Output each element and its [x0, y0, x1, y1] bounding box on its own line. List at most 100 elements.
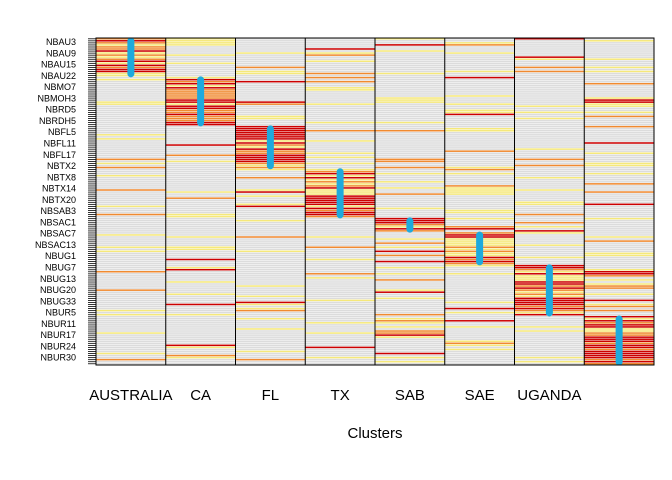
- row-label: NBRDH5: [39, 116, 76, 126]
- heatmap-cell: [235, 279, 306, 281]
- heatmap-cell: [165, 311, 236, 314]
- heatmap-cell: [514, 156, 585, 159]
- heatmap-cell: [375, 40, 445, 42]
- heatmap-cell: [514, 89, 585, 91]
- heatmap-cell: [165, 277, 236, 279]
- heatmap-cell: [165, 125, 236, 128]
- heatmap-cell: [96, 183, 166, 185]
- heatmap-cell: [96, 78, 166, 81]
- heatmap-cell: [514, 258, 585, 261]
- heatmap-cell: [165, 44, 236, 46]
- heatmap-cell: [444, 219, 515, 222]
- heatmap-cell: [375, 48, 445, 50]
- heatmap-cell: [514, 348, 585, 351]
- heatmap-cell: [444, 313, 515, 316]
- heatmap-cell: [235, 44, 306, 46]
- heatmap-cell: [444, 201, 515, 204]
- heatmap-cell: [165, 283, 236, 285]
- heatmap-cell: [375, 356, 445, 359]
- heatmap-cell: [444, 332, 515, 334]
- heatmap-cell: [305, 95, 375, 97]
- heatmap-cell: [165, 256, 236, 259]
- heatmap-cell: [584, 187, 654, 189]
- heatmap-cell: [305, 275, 375, 277]
- heatmap-cell: [584, 172, 654, 175]
- heatmap-cell: [584, 160, 654, 163]
- heatmap-cell: [584, 199, 654, 201]
- heatmap-cell: [305, 362, 375, 365]
- heatmap-cell: [305, 334, 375, 336]
- heatmap-cell: [514, 115, 585, 118]
- heatmap-cell: [235, 56, 306, 58]
- heatmap-cell: [375, 303, 445, 306]
- heatmap-cell: [235, 107, 306, 110]
- heatmap-cell: [96, 291, 166, 293]
- heatmap-cell: [165, 330, 236, 332]
- heatmap-cell: [375, 297, 445, 300]
- heatmap-cell: [375, 66, 445, 69]
- heatmap-cell: [235, 350, 306, 353]
- heatmap-cell: [514, 336, 585, 338]
- heatmap-cell: [305, 236, 375, 238]
- heatmap-cell: [444, 334, 515, 336]
- row-label: NBTX8: [47, 172, 76, 182]
- heatmap-cell: [305, 38, 375, 40]
- heatmap-cell: [235, 103, 306, 105]
- heatmap-cell: [165, 354, 236, 357]
- heatmap-cell: [375, 132, 445, 134]
- heatmap-cell: [305, 354, 375, 357]
- heatmap-cell: [96, 142, 166, 144]
- heatmap-cell: [584, 295, 654, 298]
- heatmap-cell: [305, 99, 375, 101]
- heatmap-cell: [514, 211, 585, 214]
- heatmap-cell: [584, 209, 654, 212]
- heatmap-cell: [375, 244, 445, 246]
- heatmap-cell: [165, 197, 236, 199]
- plot-frame: [95, 37, 655, 366]
- heatmap-cell: [584, 309, 654, 312]
- heatmap-cell: [584, 268, 654, 271]
- heatmap-cell: [444, 132, 515, 134]
- heatmap-cell: [375, 52, 445, 54]
- heatmap-cell: [584, 62, 654, 65]
- heatmap-cell: [96, 360, 166, 363]
- heatmap-cell: [165, 358, 236, 361]
- heatmap-cell: [375, 97, 445, 99]
- heatmap-cell: [165, 268, 236, 271]
- heatmap-cell: [514, 174, 585, 177]
- heatmap-cell: [96, 334, 166, 336]
- heatmap-cell: [96, 107, 166, 110]
- heatmap-cell: [305, 324, 375, 326]
- heatmap-cell: [165, 211, 236, 214]
- heatmap-cell: [235, 322, 306, 324]
- heatmap-cell: [165, 246, 236, 248]
- heatmap-cell: [305, 313, 375, 316]
- heatmap-cell: [96, 215, 166, 218]
- heatmap-cell: [235, 78, 306, 81]
- heatmap-cell: [305, 289, 375, 291]
- heatmap-cell: [96, 187, 166, 189]
- heatmap-cell: [514, 134, 585, 136]
- heatmap-cell: [305, 360, 375, 363]
- heatmap-cell: [235, 228, 306, 230]
- heatmap-cell: [444, 285, 515, 287]
- heatmap-cell: [305, 111, 375, 114]
- heatmap-cell: [584, 152, 654, 154]
- heatmap-cell: [584, 80, 654, 83]
- heatmap-cell: [514, 168, 585, 171]
- heatmap-cell: [584, 207, 654, 210]
- heatmap-cell: [584, 299, 654, 302]
- heatmap-cell: [305, 80, 375, 83]
- heatmap-cell: [235, 352, 306, 355]
- heatmap-cell: [235, 62, 306, 65]
- heatmap-cell: [514, 320, 585, 322]
- heatmap-cell: [584, 93, 654, 95]
- heatmap-cell: [444, 68, 515, 71]
- heatmap-cell: [96, 127, 166, 130]
- heatmap-cell: [165, 146, 236, 148]
- heatmap-cell: [96, 101, 166, 103]
- heatmap-cell: [514, 82, 585, 85]
- heatmap-cell: [514, 328, 585, 330]
- heatmap-cell: [444, 281, 515, 283]
- heatmap-cell: [375, 72, 445, 75]
